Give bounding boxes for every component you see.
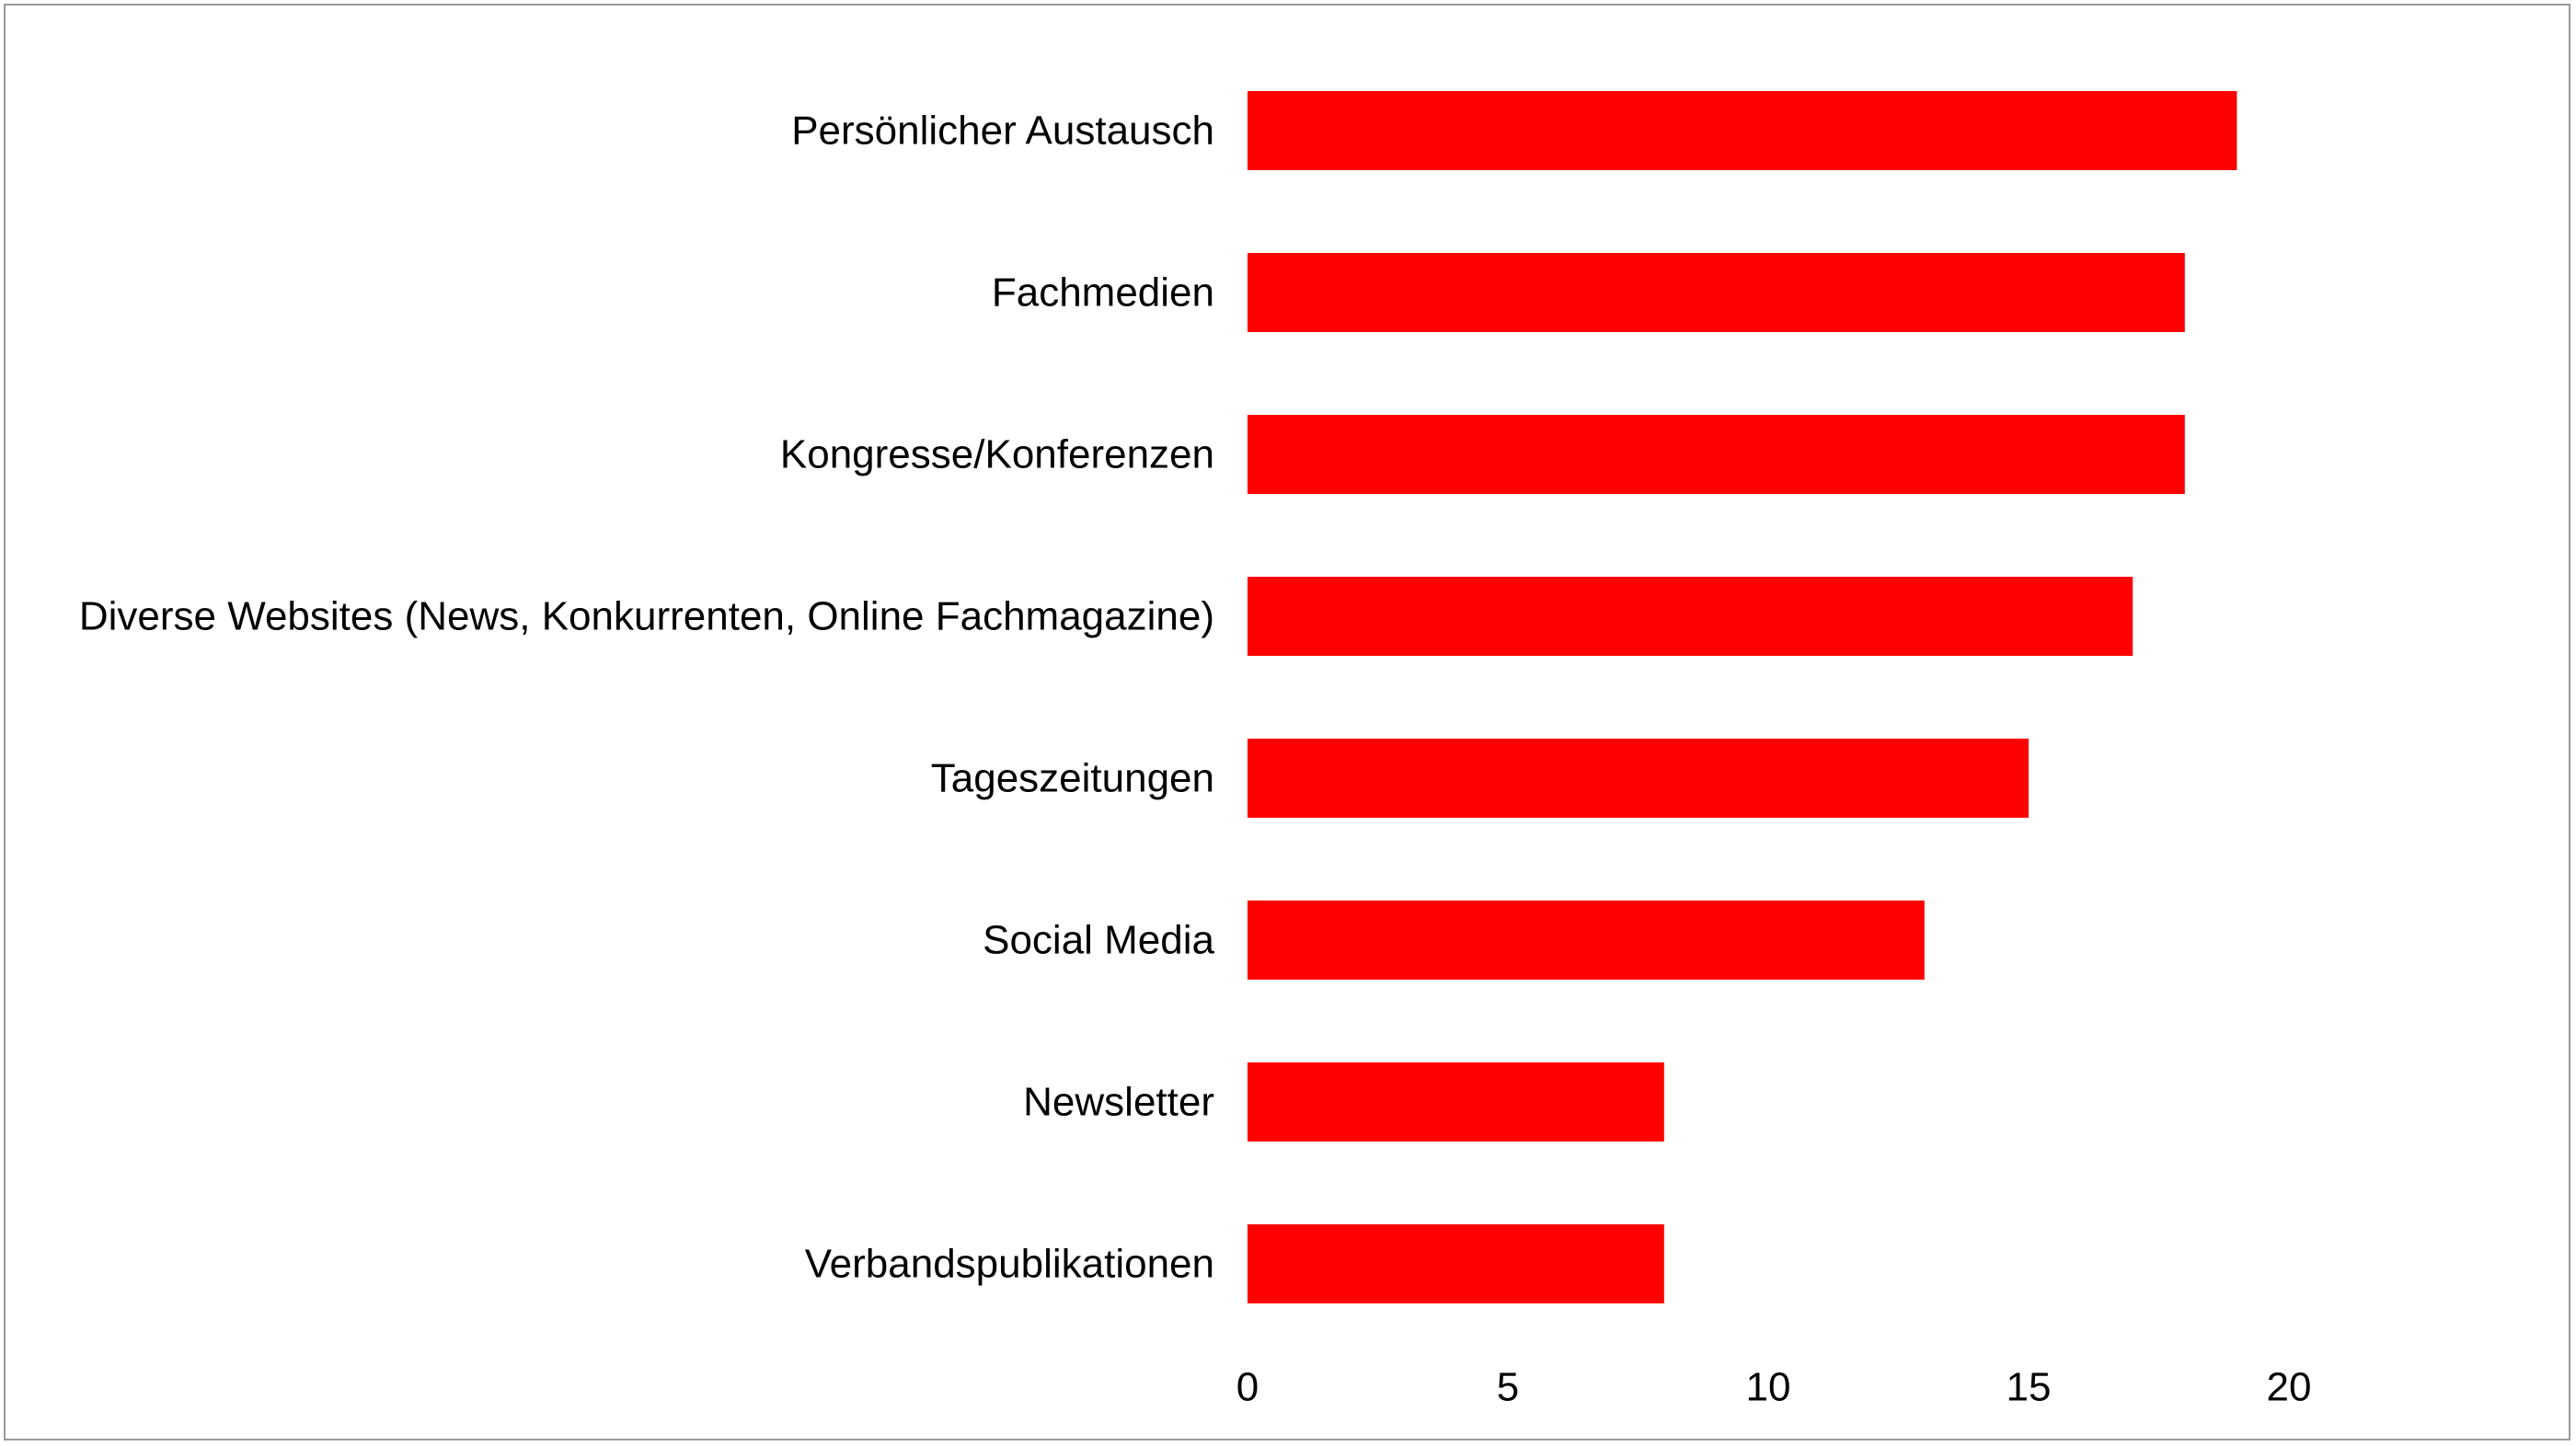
x-tick-labels: 0 5 10 15 20 xyxy=(1236,1365,2312,1410)
category-label: Kongresse/Konferenzen xyxy=(780,432,1214,477)
category-label: Persönlicher Austausch xyxy=(791,109,1214,154)
bar xyxy=(1248,577,2133,656)
x-tick-label: 10 xyxy=(1746,1365,1791,1410)
bars-group xyxy=(1248,91,2237,1303)
bar xyxy=(1248,739,2029,818)
category-label: Newsletter xyxy=(1023,1080,1214,1125)
x-tick-label: 20 xyxy=(2267,1365,2312,1410)
category-label: Tageszeitungen xyxy=(931,756,1214,801)
category-label: Social Media xyxy=(983,918,1214,963)
category-label: Diverse Websites (News, Konkurrenten, On… xyxy=(79,594,1214,639)
bar xyxy=(1248,1062,1664,1142)
category-labels: Persönlicher Austausch Fachmedien Kongress… xyxy=(79,109,1215,1287)
x-tick-label: 15 xyxy=(2007,1365,2052,1410)
bar xyxy=(1248,1224,1664,1303)
bar xyxy=(1248,901,1925,980)
bar xyxy=(1248,253,2185,332)
category-label: Fachmedien xyxy=(992,270,1214,316)
x-tick-label: 5 xyxy=(1497,1365,1519,1410)
category-label: Verbandspublikationen xyxy=(805,1242,1214,1287)
chart-frame xyxy=(4,4,2570,1440)
bar xyxy=(1248,415,2185,494)
bar xyxy=(1248,91,2237,170)
x-tick-label: 0 xyxy=(1236,1365,1259,1410)
